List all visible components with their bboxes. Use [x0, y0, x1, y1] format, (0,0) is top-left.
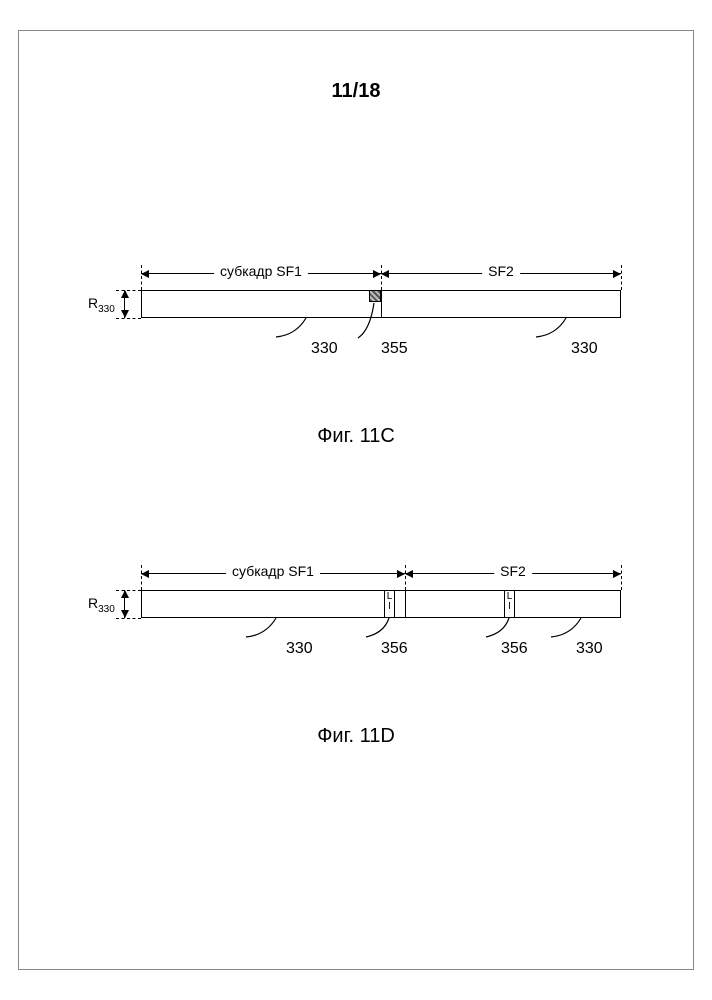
ref-330-left: 330	[311, 340, 338, 358]
li-box-2: L I	[504, 590, 515, 618]
sf1-label: субкадр SF1	[214, 263, 308, 279]
sf2-label: SF2	[482, 263, 520, 279]
page-number: 11/18	[0, 80, 712, 103]
figure-11c: субкадр SF1 SF2 R330 330 355 330 Фиг. 11…	[0, 245, 712, 448]
ref-355: 355	[381, 340, 408, 358]
ref-356-2: 356	[501, 640, 528, 658]
height-dim-arrow	[124, 590, 125, 618]
ref-356-1: 356	[381, 640, 408, 658]
li-box-1: L I	[384, 590, 395, 618]
ref-330-right: 330	[571, 340, 598, 358]
figure-11d: субкадр SF1 SF2 R330 L I L I 330 356 356	[0, 545, 712, 748]
li-char: I	[505, 602, 514, 612]
ref-330-left: 330	[286, 640, 313, 658]
page-border	[18, 30, 694, 970]
height-dim-arrow	[124, 290, 125, 318]
diagram-11c: субкадр SF1 SF2 R330 330 355 330	[86, 245, 626, 405]
ext-line	[116, 318, 141, 319]
sf-divider	[405, 590, 406, 618]
li-char: I	[385, 602, 394, 612]
sf1-dim-arrow: субкадр SF1	[141, 273, 381, 274]
ref-330-right: 330	[576, 640, 603, 658]
ext-line	[621, 265, 622, 290]
sf1-dim-arrow: субкадр SF1	[141, 573, 405, 574]
height-label: R330	[88, 295, 115, 315]
sf-divider	[381, 290, 382, 318]
height-label: R330	[88, 595, 115, 615]
sf1-label: субкадр SF1	[226, 563, 320, 579]
sf2-label: SF2	[494, 563, 532, 579]
caption-11c: Фиг. 11C	[0, 425, 712, 448]
frame-bar	[141, 590, 621, 618]
sf2-dim-arrow: SF2	[381, 273, 621, 274]
ext-line	[116, 618, 141, 619]
ext-line	[621, 565, 622, 590]
caption-11d: Фиг. 11D	[0, 725, 712, 748]
marker-355	[369, 290, 381, 302]
diagram-11d: субкадр SF1 SF2 R330 L I L I 330 356 356	[86, 545, 626, 705]
sf2-dim-arrow: SF2	[405, 573, 621, 574]
